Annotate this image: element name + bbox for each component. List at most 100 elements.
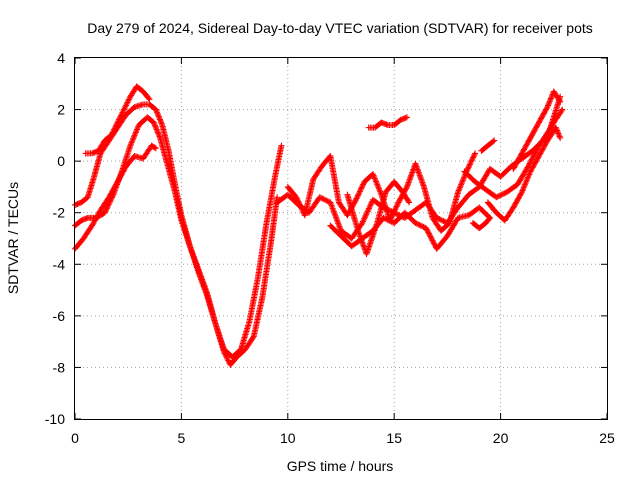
y-tick-label: 0 — [57, 153, 65, 169]
data-point-marker — [558, 107, 565, 114]
data-point-marker — [533, 156, 540, 163]
x-axis-label: GPS time / hours — [287, 458, 394, 474]
data-point-marker — [530, 162, 537, 169]
data-point-marker — [511, 203, 518, 210]
data-point-marker — [355, 191, 362, 198]
data-point-marker — [541, 109, 548, 116]
data-point-marker — [533, 158, 540, 165]
data-point-marker — [511, 163, 518, 170]
data-point-marker — [357, 187, 364, 194]
data-point-marker — [535, 119, 542, 126]
data-point-marker — [91, 218, 98, 225]
data-point-marker — [546, 98, 553, 105]
data-point-marker — [103, 206, 110, 213]
data-point-marker — [537, 150, 544, 157]
data-point-marker — [519, 149, 526, 156]
data-point-marker — [153, 125, 160, 132]
data-point-marker — [112, 182, 119, 189]
data-point-marker — [497, 192, 504, 199]
data-point-marker — [556, 97, 563, 104]
data-point-marker — [101, 209, 108, 216]
x-tick-label: 15 — [386, 430, 402, 446]
data-point-marker — [521, 145, 528, 152]
data-point-marker — [381, 215, 388, 222]
data-point-marker — [403, 185, 410, 192]
data-point-marker — [111, 183, 118, 190]
data-point-marker — [392, 204, 399, 211]
data-point-marker — [403, 114, 410, 121]
data-point-marker — [538, 115, 545, 122]
data-point-marker — [344, 212, 351, 219]
data-point-marker — [109, 129, 116, 136]
data-point-marker — [533, 148, 540, 155]
data-point-marker — [533, 124, 540, 131]
plot-frame — [74, 57, 608, 420]
data-point-marker — [518, 190, 525, 197]
data-point-marker — [108, 190, 115, 197]
data-point-marker — [154, 129, 161, 136]
y-tick-label: -2 — [53, 205, 66, 221]
data-point-marker — [395, 199, 402, 206]
data-point-marker — [469, 155, 476, 162]
x-tick-label: 0 — [71, 430, 79, 446]
data-point-marker — [526, 136, 533, 143]
data-point-marker — [151, 120, 158, 127]
data-point-marker — [108, 189, 115, 196]
y-tick-label: 4 — [57, 50, 65, 66]
data-point-marker — [396, 198, 403, 205]
data-point-marker — [113, 122, 120, 129]
data-point-marker — [415, 221, 422, 228]
data-point-marker — [533, 146, 540, 153]
data-point-marker — [538, 147, 545, 154]
data-point-marker — [114, 178, 121, 185]
data-point-marker — [512, 162, 519, 169]
data-point-marker — [470, 154, 477, 161]
data-point-marker — [114, 119, 121, 126]
data-point-marker — [417, 222, 424, 229]
data-point-marker — [95, 211, 102, 218]
data-point-marker — [93, 214, 100, 221]
data-point-marker — [423, 226, 430, 233]
data-point-marker — [428, 234, 435, 241]
data-point-marker — [544, 102, 551, 109]
data-point-marker — [440, 218, 447, 225]
data-point-marker — [156, 116, 163, 123]
data-point-marker — [358, 184, 365, 191]
data-point-marker — [540, 111, 547, 118]
data-point-marker — [121, 165, 128, 172]
data-point-marker — [394, 202, 401, 209]
data-point-marker — [353, 195, 360, 202]
data-point-marker — [115, 116, 122, 123]
series-track-m — [484, 124, 564, 224]
data-point-marker — [542, 107, 549, 114]
data-point-marker — [534, 145, 541, 152]
data-point-marker — [155, 130, 162, 137]
data-point-marker — [117, 113, 124, 120]
data-point-marker — [517, 191, 524, 198]
data-point-marker — [535, 120, 542, 127]
data-point-marker — [512, 200, 519, 207]
series-track-c — [72, 142, 159, 252]
data-point-marker — [532, 159, 539, 166]
data-point-marker — [530, 128, 537, 135]
data-point-marker — [123, 100, 130, 107]
x-tick-label: 20 — [493, 430, 509, 446]
data-point-marker — [419, 223, 426, 230]
data-point-marker — [320, 196, 327, 203]
data-point-marker — [278, 142, 285, 149]
data-point-marker — [542, 140, 549, 147]
data-point-marker — [296, 201, 303, 208]
data-point-marker — [525, 138, 532, 145]
chart-title: Day 279 of 2024, Sidereal Day-to-day VTE… — [87, 20, 593, 36]
data-point-marker — [96, 209, 103, 216]
data-point-marker — [425, 230, 432, 237]
data-point-marker — [145, 95, 152, 102]
data-point-marker — [356, 188, 363, 195]
data-point-marker — [516, 194, 523, 201]
series-track-n — [510, 88, 564, 172]
data-point-marker — [528, 165, 535, 172]
data-point-marker — [540, 145, 547, 152]
data-point-marker — [490, 138, 497, 145]
data-point-marker — [115, 176, 122, 183]
